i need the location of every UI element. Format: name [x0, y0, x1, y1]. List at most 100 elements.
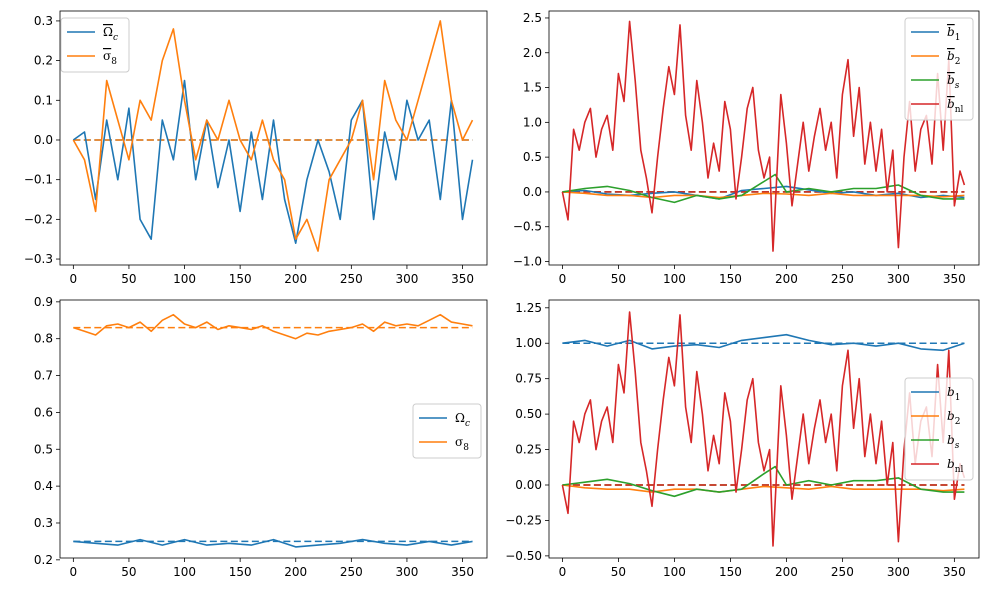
chart-p1: 0 50 100 150 200 250 300 350 −0.3 −0.2 −0.1 0.0 0.1 0…: [24, 10, 488, 286]
axes-frame: [548, 299, 980, 559]
x-tick-label: 200: [775, 272, 798, 286]
legend-box: [412, 403, 482, 459]
x-tick-label: 0: [559, 565, 567, 579]
series-line: [561, 20, 966, 252]
legend: Ωc σ8: [412, 403, 482, 459]
legend-box: [904, 17, 974, 121]
x-tick-label: 250: [340, 272, 363, 286]
y-tick-label: 0.5: [523, 150, 542, 164]
y-tick-label: 1.5: [523, 81, 542, 95]
x-tick-label: 300: [395, 565, 418, 579]
axes-frame: [59, 10, 488, 266]
y-tick-label: 2.5: [523, 11, 542, 25]
y-tick-label: 0.1: [34, 93, 53, 107]
legend-label: b2: [947, 49, 960, 67]
y-tick-label: 1.00: [515, 336, 542, 350]
y-tick-label: 0.25: [515, 443, 542, 457]
x-tick-label: 200: [775, 565, 798, 579]
y-tick-label: −0.50: [505, 549, 542, 563]
y-tick-label: 0.2: [34, 54, 53, 68]
axes-frame: [548, 10, 980, 266]
legend-label: b1: [947, 25, 960, 43]
chart-p4: 0 50 100 150 200 250 300 350 −0.50 −0.25 0.00 0.25 0…: [505, 299, 980, 579]
y-tick-label: 0.3: [34, 14, 53, 28]
x-tick-label: 150: [719, 272, 742, 286]
legend-label: bnl: [947, 97, 963, 115]
chart-p2: 0 50 100 150 200 250 300 350 −1.0 −0.5 0.0 0.5 1.0 1.…: [513, 10, 980, 286]
legend-label: bnl: [947, 457, 963, 475]
x-tick-label: 0: [70, 565, 78, 579]
y-tick-label: 2.0: [523, 46, 542, 60]
y-tick-label: −1.0: [513, 255, 542, 269]
y-tick-label: 0.3: [34, 516, 53, 530]
y-tick-label: 0.00: [515, 478, 542, 492]
legend-label: Ωc: [455, 411, 470, 429]
series-line: [562, 484, 965, 493]
x-tick-label: 100: [173, 565, 196, 579]
y-tick-label: 0.0: [523, 185, 542, 199]
series-line: [561, 311, 966, 547]
x-tick-label: 200: [284, 565, 307, 579]
x-tick-label: 150: [229, 272, 252, 286]
x-tick-label: 300: [887, 272, 910, 286]
x-tick-label: 100: [173, 272, 196, 286]
x-tick-label: 350: [943, 272, 966, 286]
x-tick-label: 250: [831, 565, 854, 579]
y-tick-label: 0.6: [34, 405, 53, 419]
y-tick-label: −0.1: [24, 173, 53, 187]
series-line: [73, 538, 473, 548]
x-tick-label: 50: [121, 272, 136, 286]
y-tick-label: 0.75: [515, 372, 542, 386]
x-tick-label: 350: [451, 272, 474, 286]
y-tick-label: 1.0: [523, 115, 542, 129]
legend-label: bs: [947, 73, 960, 91]
y-tick-label: −0.2: [24, 212, 53, 226]
y-tick-label: −0.25: [505, 513, 542, 527]
series-line: [72, 79, 474, 244]
legend-box: [904, 377, 974, 481]
legend: b1 b2 bs bnl: [904, 17, 974, 121]
y-tick-label: 0.5: [34, 442, 53, 456]
x-tick-label: 200: [284, 272, 307, 286]
x-tick-label: 300: [887, 565, 910, 579]
y-tick-label: 0.7: [34, 369, 53, 383]
y-tick-label: 0.8: [34, 332, 53, 346]
chart-p3: 0 50 100 150 200 250 300 350 0.2 0.3 0.4 0.5 0.6 0.7 0…: [34, 295, 488, 579]
legend-label: b2: [947, 409, 960, 427]
x-tick-label: 300: [395, 272, 418, 286]
x-tick-label: 0: [70, 272, 78, 286]
x-tick-label: 50: [611, 565, 626, 579]
x-tick-label: 50: [611, 272, 626, 286]
legend-label: bs: [947, 433, 960, 451]
series-line: [73, 313, 473, 340]
legend-box: [60, 17, 130, 73]
x-tick-label: 100: [663, 565, 686, 579]
x-tick-label: 250: [831, 272, 854, 286]
legend: Ωc σ8: [60, 17, 130, 73]
x-tick-label: 50: [121, 565, 136, 579]
y-tick-label: 0.0: [34, 133, 53, 147]
x-tick-label: 0: [559, 272, 567, 286]
series-line: [562, 191, 965, 199]
x-tick-label: 350: [451, 565, 474, 579]
legend-label: Ωc: [103, 25, 118, 43]
x-tick-label: 100: [663, 272, 686, 286]
series-line: [72, 20, 474, 252]
x-tick-label: 250: [340, 565, 363, 579]
y-tick-label: −0.5: [513, 220, 542, 234]
axes-frame: [59, 299, 488, 559]
y-tick-label: 0.4: [34, 479, 53, 493]
y-tick-label: −0.3: [24, 252, 53, 266]
x-tick-label: 150: [719, 565, 742, 579]
legend-label: b1: [947, 385, 960, 403]
series-line: [562, 333, 965, 352]
y-tick-label: 0.9: [34, 295, 53, 309]
legend: b1 b2 bs bnl: [904, 377, 974, 481]
x-tick-label: 350: [943, 565, 966, 579]
y-tick-label: 0.2: [34, 553, 53, 567]
legend-label: σ8: [455, 435, 469, 453]
legend-label: σ8: [103, 49, 117, 67]
y-tick-label: 1.25: [515, 301, 542, 315]
x-tick-label: 150: [229, 565, 252, 579]
